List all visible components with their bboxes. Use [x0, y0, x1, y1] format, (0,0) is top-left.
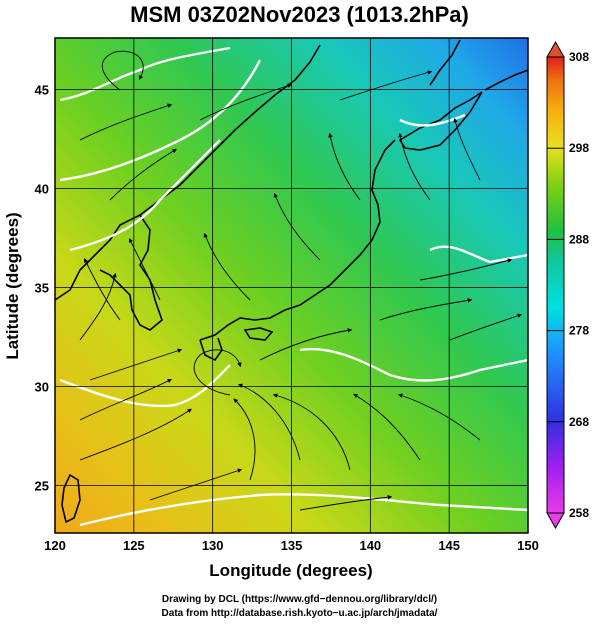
x-tick-label: 125: [123, 538, 145, 553]
x-tick-label: 140: [359, 538, 381, 553]
credit-drawing: Drawing by DCL (https://www.gfd−dennou.o…: [161, 594, 438, 605]
isobars: [59, 46, 528, 527]
y-tick-label: 45: [35, 82, 49, 97]
color-bar-tick-label: 258: [569, 506, 589, 520]
color-bar-tick-label: 298: [569, 141, 589, 155]
y-tick-label: 40: [35, 181, 49, 196]
x-tick-labels: 120 125 130 135 140 145 150: [44, 538, 539, 553]
map-frame: [54, 37, 529, 534]
color-bar-top-arrow: [546, 40, 565, 58]
x-tick-label: 150: [517, 538, 539, 553]
color-bar-gradient: [546, 56, 565, 514]
x-tick-label: 135: [281, 538, 303, 553]
color-bar-tick-label: 308: [569, 50, 589, 64]
y-axis-label: Latitude (degrees): [3, 212, 22, 359]
y-tick-label: 35: [35, 280, 49, 295]
coastlines: [55, 39, 528, 524]
color-bar-tick-label: 278: [569, 324, 589, 338]
y-tick-label: 30: [35, 379, 49, 394]
x-tick-label: 120: [44, 538, 66, 553]
map-title: MSM 03Z02Nov2023 (1013.2hPa): [130, 2, 469, 27]
color-bar: 308 298 288 278 268 258: [546, 40, 589, 530]
lat-lon-grid: [55, 38, 528, 533]
credit-data: Data from http://database.rish.kyoto−u.a…: [161, 608, 438, 619]
color-bar-tick-label: 288: [569, 232, 589, 246]
x-tick-label: 145: [438, 538, 460, 553]
x-axis-label: Longitude (degrees): [209, 561, 372, 580]
streamlines: [79, 50, 523, 511]
color-bar-ticks: 308 298 288 278 268 258: [547, 50, 589, 520]
color-bar-tick-label: 268: [569, 415, 589, 429]
y-tick-labels: 25 30 35 40 45: [35, 82, 49, 493]
x-tick-label: 130: [202, 538, 224, 553]
color-bar-bottom-arrow: [546, 512, 565, 530]
y-tick-label: 25: [35, 478, 49, 493]
